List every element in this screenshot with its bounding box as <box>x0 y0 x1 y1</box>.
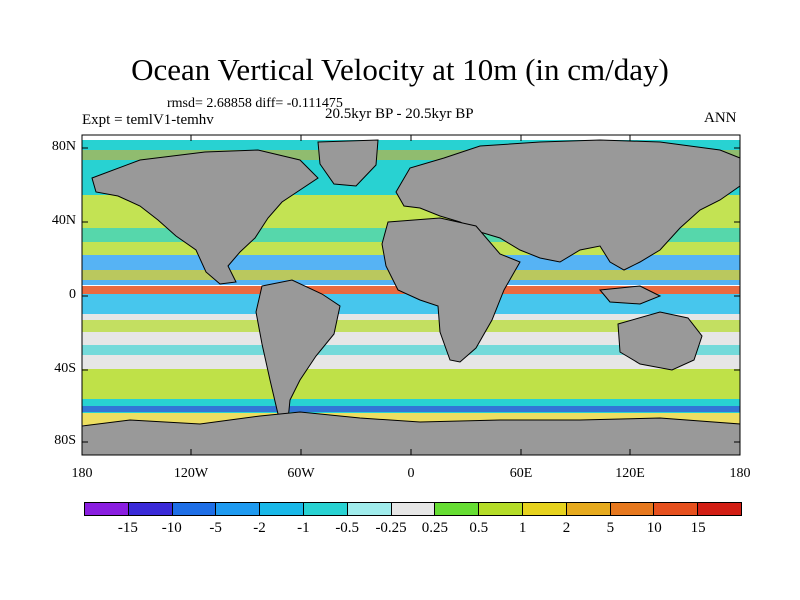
lon-label-0: 0 <box>407 466 415 481</box>
colorbar-label: 5 <box>606 520 615 536</box>
season-label: ANN <box>704 110 737 126</box>
colorbar-label: -10 <box>161 520 182 536</box>
colorbar-label: -1 <box>297 520 310 536</box>
australia <box>617 311 703 371</box>
colorbar-label: -0.5 <box>335 520 360 536</box>
south-america <box>255 279 341 421</box>
colorbar-label: -2 <box>253 520 266 536</box>
lon-label-120w: 120W <box>173 466 209 481</box>
greenland <box>317 139 379 187</box>
colorbar-swatch <box>303 503 348 515</box>
period-label: 20.5kyr BP - 20.5kyr BP <box>325 106 474 122</box>
africa <box>381 217 521 363</box>
rmsd-stats: rmsd= 2.68858 diff= -0.111475 <box>167 96 343 111</box>
lon-label-180w: 180 <box>71 466 93 481</box>
axis-ticks <box>82 135 740 455</box>
colorbar-swatch <box>128 503 173 515</box>
lat-label-80s: 80S <box>54 433 76 448</box>
lat-label-40n: 40N <box>51 213 76 228</box>
map-title: Ocean Vertical Velocity at 10m (in cm/da… <box>131 52 669 87</box>
colorbar <box>84 502 742 516</box>
colorbar-swatch <box>435 503 480 515</box>
colorbar-swatch <box>698 503 741 515</box>
colorbar-swatch <box>654 503 699 515</box>
colorbar-swatch <box>347 503 392 515</box>
colorbar-label: 1 <box>518 520 527 536</box>
colorbar-label: -0.25 <box>375 520 407 536</box>
lon-label-60w: 60W <box>287 466 315 481</box>
colorbar-label: -5 <box>209 520 222 536</box>
colorbar-swatch <box>260 503 304 515</box>
colorbar-swatch <box>566 503 611 515</box>
colorbar-swatch <box>216 503 261 515</box>
experiment-label: Expt = temlV1-temhv <box>82 112 214 128</box>
colorbar-swatch <box>85 503 129 515</box>
colorbar-label: 10 <box>646 520 662 536</box>
land-masses <box>81 139 741 456</box>
lon-label-60e: 60E <box>509 466 533 481</box>
colorbar-swatch <box>522 503 567 515</box>
lon-label-120e: 120E <box>615 466 645 481</box>
colorbar-label: 15 <box>690 520 706 536</box>
north-america <box>91 149 319 285</box>
lon-label-180e: 180 <box>729 466 751 481</box>
colorbar-swatch <box>479 503 523 515</box>
colorbar-swatch <box>391 503 436 515</box>
lat-label-40s: 40S <box>54 361 76 376</box>
colorbar-label: -15 <box>117 520 138 536</box>
colorbar-label: 0.25 <box>421 520 449 536</box>
lat-label-80n: 80N <box>51 139 76 154</box>
maritime-continent <box>599 285 662 305</box>
lat-label-0: 0 <box>69 287 76 302</box>
colorbar-label: 2 <box>562 520 571 536</box>
colorbar-swatch <box>172 503 217 515</box>
colorbar-swatch <box>610 503 655 515</box>
colorbar-label: 0.5 <box>469 520 489 536</box>
